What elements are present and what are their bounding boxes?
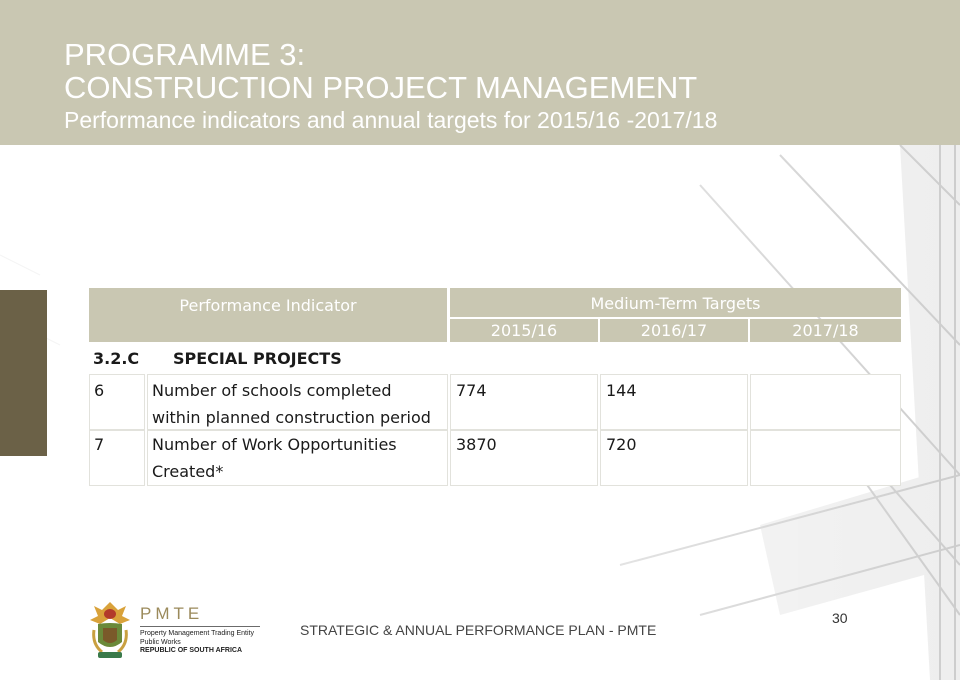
slide-title-line1: PROGRAMME 3: [64,37,306,72]
header-band: PROGRAMME 3: CONSTRUCTION PROJECT MANAGE… [0,0,960,145]
header-medium-term-targets: Medium-Term Targets [450,288,901,317]
logo-rule [140,626,260,627]
row-7-value-2017-18 [750,430,901,486]
header-performance-indicator: Performance Indicator [89,288,447,342]
row-7-value-2015-16: 3870 [450,430,598,486]
coat-of-arms-icon [90,602,130,658]
header-year-2016-17: 2016/17 [600,319,748,342]
row-6-indicator: Number of schools completed within plann… [147,374,448,430]
logo-text-entity: Property Management Trading Entity [140,630,255,637]
header-year-2017-18: 2017/18 [750,319,901,342]
logo-text-country: REPUBLIC OF SOUTH AFRICA [140,647,243,654]
row-6-value-2015-16: 774 [450,374,598,430]
section-code: 3.2.C [93,349,140,368]
header-year-2015-16: 2015/16 [450,319,598,342]
row-6-value-2016-17: 144 [600,374,748,430]
row-7-value-2016-17: 720 [600,430,748,486]
accent-bar [0,290,47,456]
page-number: 30 [832,610,848,626]
logo-wordmark: PMTE [140,604,204,623]
pmte-logo: PMTE Property Management Trading Entity … [88,600,268,662]
row-6-number: 6 [89,374,145,430]
row-7-number: 7 [89,430,145,486]
footer-text: STRATEGIC & ANNUAL PERFORMANCE PLAN - PM… [300,622,657,638]
slide-subtitle: Performance indicators and annual target… [64,107,718,133]
logo-text-department: Public Works [140,639,181,646]
row-7-indicator: Number of Work Opportunities Created* [147,430,448,486]
slide-title-line2: CONSTRUCTION PROJECT MANAGEMENT [64,70,698,105]
row-6-value-2017-18 [750,374,901,430]
targets-table: Performance Indicator Medium-Term Target… [89,288,901,486]
section-label: SPECIAL PROJECTS [173,349,342,368]
